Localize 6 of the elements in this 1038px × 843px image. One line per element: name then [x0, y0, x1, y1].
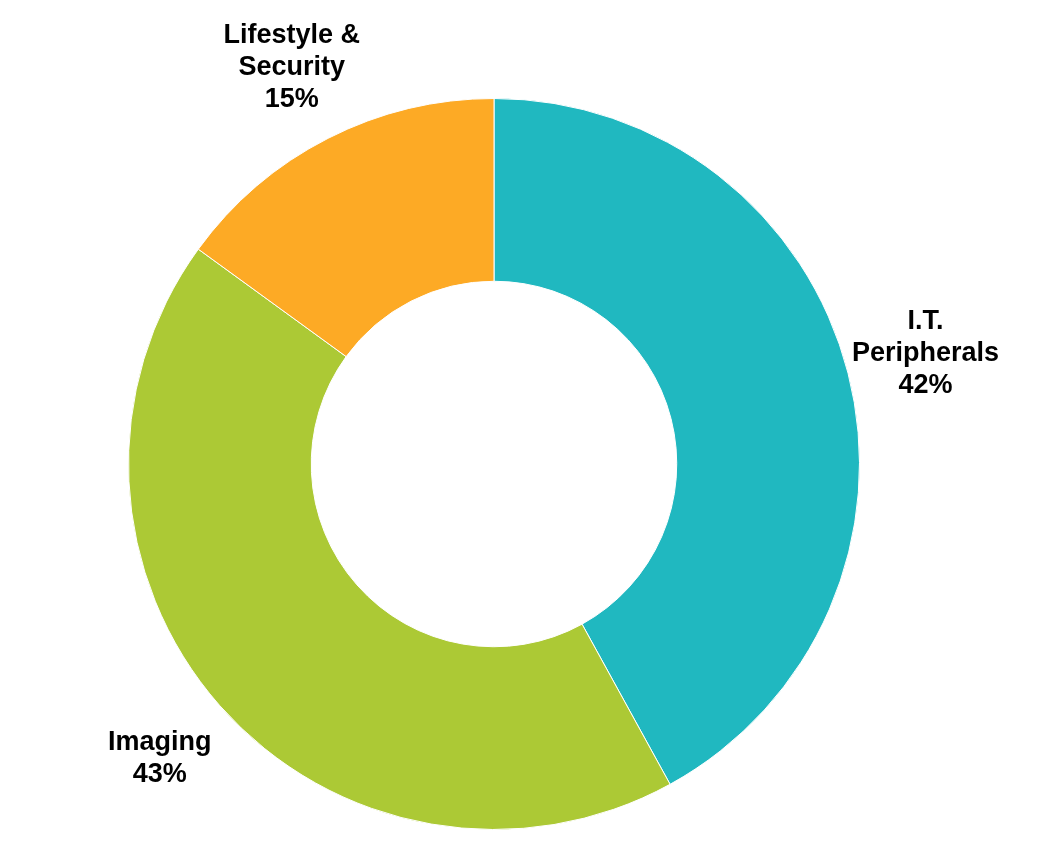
data-label: 42%	[898, 368, 953, 399]
slice-label: Lifestyle & Security	[223, 18, 361, 81]
data-label: 43%	[132, 758, 187, 789]
slice-label: I.T. Peripherals	[851, 304, 1000, 367]
data-label: 15%	[264, 82, 319, 113]
slice-label: Imaging	[108, 726, 212, 757]
